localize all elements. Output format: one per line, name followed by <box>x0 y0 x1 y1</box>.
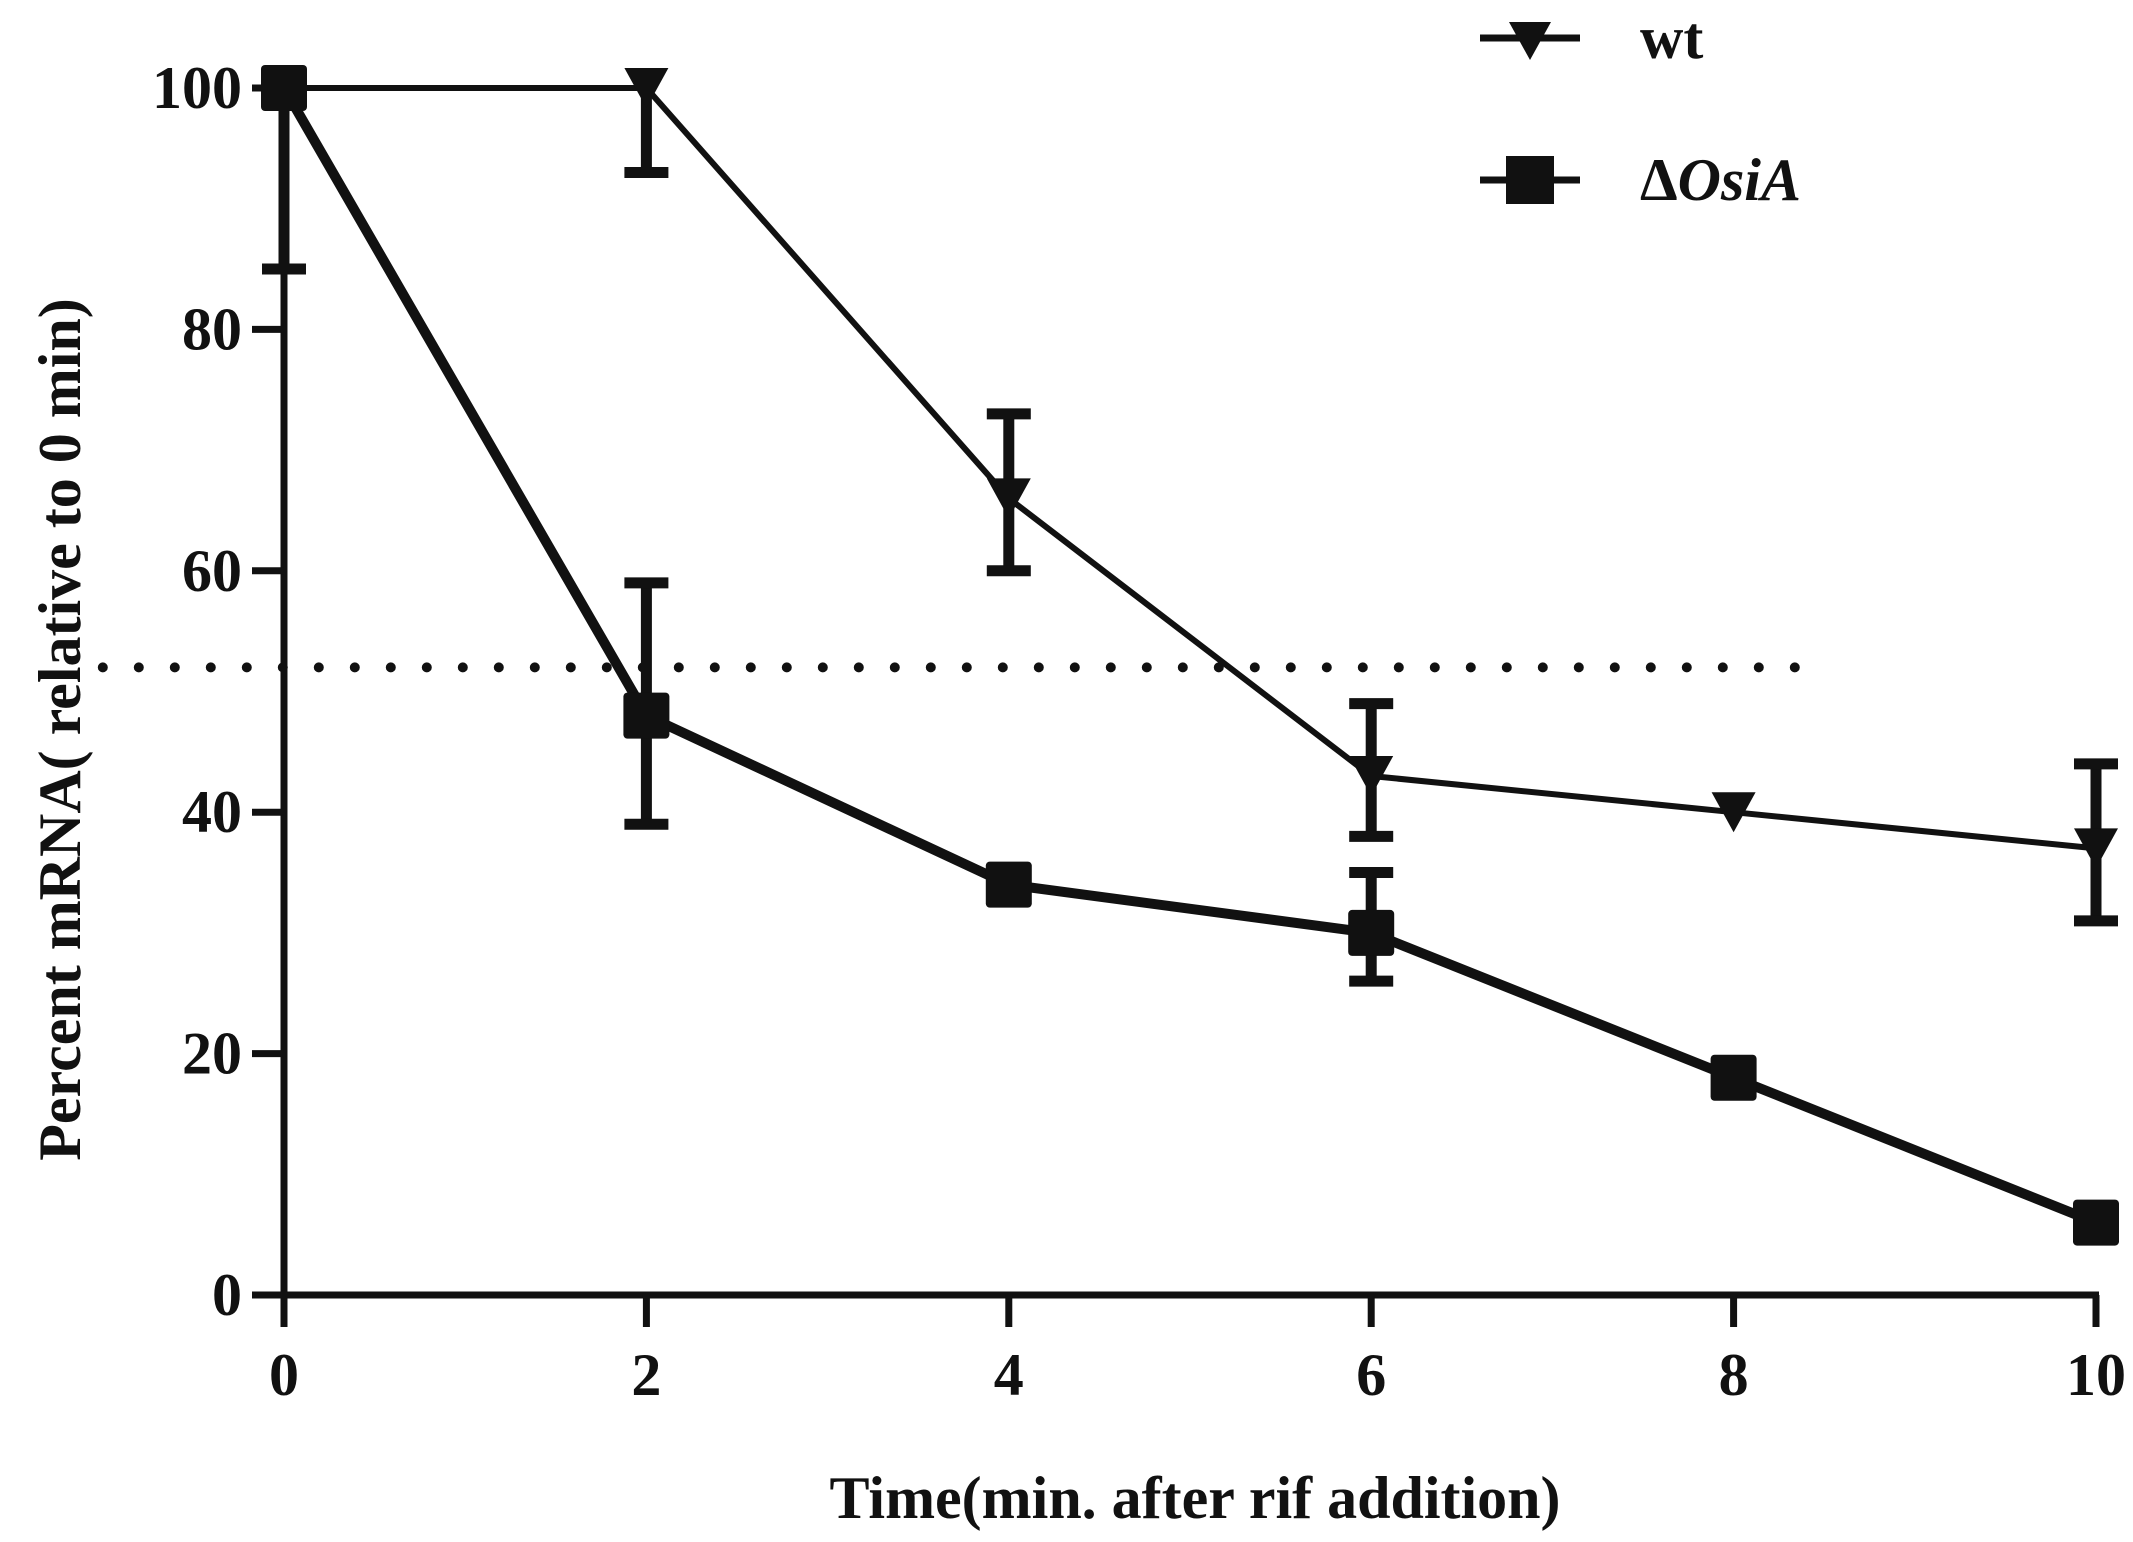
data-point-wt <box>624 68 669 108</box>
x-tick-label: 6 <box>1356 1342 1386 1408</box>
series-wt <box>262 68 2118 927</box>
series-osia <box>261 65 2119 1246</box>
y-tick-label: 20 <box>182 1021 242 1087</box>
data-point-wt <box>1711 792 1756 833</box>
data-point-wt <box>2074 828 2118 869</box>
series-line-osia <box>279 85 2098 1228</box>
x-tick-label: 8 <box>1719 1342 1749 1408</box>
series-group <box>261 65 2119 1246</box>
axes-group: 0 20 40 60 80 100 0 2 4 6 8 10 <box>152 55 2126 1408</box>
x-tick-label: 4 <box>994 1342 1024 1408</box>
x-tick-label: 2 <box>631 1342 661 1408</box>
legend: wt ΔOsiA <box>1480 5 1801 213</box>
data-point-osia <box>1710 1054 1757 1101</box>
data-point-wt <box>1349 755 1394 796</box>
x-axis-title: Time(min. after rif addition) <box>829 1465 1560 1531</box>
data-point-osia <box>2073 1199 2119 1246</box>
y-tick-label: 100 <box>152 55 242 121</box>
data-point-osia <box>623 692 670 739</box>
data-point-wt <box>986 478 1031 519</box>
y-tick-label: 80 <box>182 296 242 362</box>
data-point-osia <box>985 861 1032 908</box>
legend-label-osia: ΔOsiA <box>1640 147 1801 213</box>
y-tick-label: 60 <box>182 538 242 604</box>
x-tick-label: 0 <box>269 1342 299 1408</box>
legend-label-osia-delta: Δ <box>1640 147 1678 213</box>
legend-marker-osia <box>1506 156 1554 204</box>
data-point-osia <box>1348 909 1395 956</box>
y-tick-label: 0 <box>212 1262 242 1328</box>
series-line-wt <box>284 85 2097 852</box>
x-tick-label: 10 <box>2066 1342 2126 1408</box>
y-tick-label: 40 <box>182 779 242 845</box>
legend-label-osia-name: OsiA <box>1678 147 1801 213</box>
data-point-osia <box>261 65 307 111</box>
legend-label-wt: wt <box>1640 5 1703 71</box>
legend-marker-wt <box>1509 22 1551 60</box>
y-axis-title: Percent mRNA( relative to 0 min) <box>27 298 93 1161</box>
